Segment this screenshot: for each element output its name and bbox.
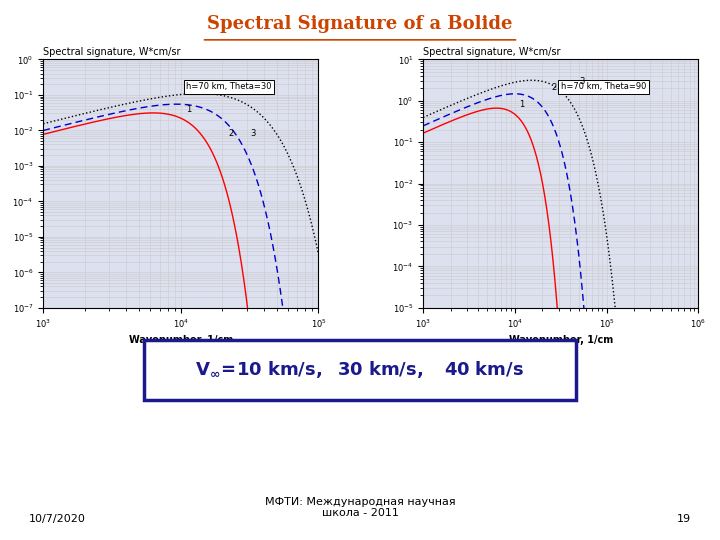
Text: МФТИ: Международная научная
школа - 2011: МФТИ: Международная научная школа - 2011	[265, 497, 455, 518]
Text: h=70 km, Theta=90: h=70 km, Theta=90	[561, 82, 646, 91]
Text: 2: 2	[552, 83, 557, 92]
Text: 3: 3	[251, 129, 256, 138]
Text: Spectral signature, W*cm/sr: Spectral signature, W*cm/sr	[423, 47, 561, 57]
FancyBboxPatch shape	[144, 340, 576, 400]
Text: 1: 1	[186, 105, 192, 114]
Text: 3: 3	[579, 77, 585, 86]
Text: 19: 19	[677, 514, 691, 524]
Text: Spectral signature, W*cm/sr: Spectral signature, W*cm/sr	[43, 47, 181, 57]
X-axis label: Wavenumber, 1/cm: Wavenumber, 1/cm	[508, 335, 613, 346]
Text: 2: 2	[228, 129, 233, 138]
Text: 10/7/2020: 10/7/2020	[29, 514, 86, 524]
Text: h=70 km, Theta=30: h=70 km, Theta=30	[186, 82, 272, 91]
Text: Spectral Signature of a Bolide: Spectral Signature of a Bolide	[207, 15, 513, 33]
Text: $\mathbf{V_{\infty}\!=\!10\ km/s,\ \ 30\ km/s,\ \ \ 40\ km/s}$: $\mathbf{V_{\infty}\!=\!10\ km/s,\ \ 30\…	[196, 360, 524, 380]
X-axis label: Wavenumber, 1/cm: Wavenumber, 1/cm	[129, 335, 233, 346]
Text: 1: 1	[518, 100, 524, 109]
